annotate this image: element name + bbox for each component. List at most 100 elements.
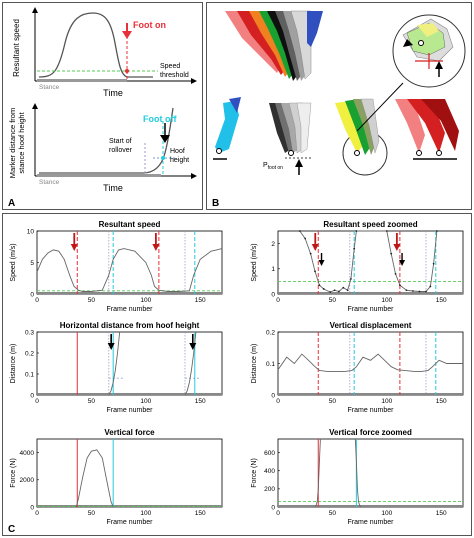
x-tick-label: 100 xyxy=(140,510,151,517)
limb-fan-top xyxy=(225,10,323,81)
y-tick-label: 2 xyxy=(271,241,275,248)
y-tick-label: 0.1 xyxy=(25,371,34,378)
chart-frame xyxy=(277,230,464,295)
y-tick-label: 400 xyxy=(264,468,275,475)
x-tick-label: 50 xyxy=(329,510,337,517)
a-bot-x-arrow-icon xyxy=(191,173,197,179)
chart-title: Resultant speed zoomed xyxy=(323,220,417,229)
x-tick-label: 0 xyxy=(276,510,280,517)
panel-b-letter: B xyxy=(212,198,219,209)
y-tick-label: 600 xyxy=(264,450,275,457)
y-tick-label: 0 xyxy=(271,504,275,511)
a-bot-foot-off-label: Foot off xyxy=(143,114,177,124)
a-bot-ylabel-2: stance hoof height xyxy=(17,111,26,173)
a-bot-ylabel-1: Marker distance from xyxy=(8,108,17,178)
stance-bar xyxy=(37,292,222,294)
stance-bar xyxy=(278,292,463,294)
chart-xlabel: Frame number xyxy=(348,306,395,313)
a-top-stance-bar xyxy=(37,79,127,82)
data-point xyxy=(346,289,349,292)
a-top-x-arrow-icon xyxy=(191,78,197,84)
chart-frame xyxy=(36,438,223,508)
chart-frame xyxy=(36,331,223,396)
y-tick-label: 1 xyxy=(271,266,275,273)
stance-bar xyxy=(278,393,463,395)
data-point xyxy=(353,247,356,250)
a-bot-xlabel: Time xyxy=(103,183,123,193)
x-tick-label: 50 xyxy=(329,297,337,304)
x-tick-label: 150 xyxy=(436,398,447,405)
foot-on-arrow-icon xyxy=(311,244,319,251)
y-tick-label: 0 xyxy=(271,291,275,298)
chart-ylabel: Distance (m) xyxy=(251,344,258,384)
chart-title: Horizontal distance from hoof height xyxy=(60,321,200,330)
limb-blue xyxy=(307,11,323,47)
y-tick-label: 0 xyxy=(271,392,275,399)
inset-marker xyxy=(418,40,424,46)
chart-xlabel: Frame number xyxy=(107,306,154,313)
a-bot-foot-off-marker xyxy=(161,156,165,160)
x-tick-label: 150 xyxy=(195,510,206,517)
foot-on-arrow-icon xyxy=(152,244,160,251)
data-trace xyxy=(108,331,121,396)
foot-on-arrow-icon xyxy=(393,244,401,251)
x-tick-label: 100 xyxy=(381,398,392,405)
data-point xyxy=(342,286,345,289)
hoof-zoom-inset xyxy=(392,14,466,88)
limb-seq-color-olive xyxy=(353,99,377,155)
chart-3: Horizontal distance from hoof height Fram… xyxy=(10,321,223,414)
data-point xyxy=(390,252,393,255)
foot-off-arrow-icon xyxy=(189,343,197,350)
data-trace xyxy=(277,353,463,372)
a-bot-hoof-label-2: height xyxy=(170,157,189,164)
chart-ylabel: Speed (m/s) xyxy=(251,243,258,281)
y-tick-label: 0.2 xyxy=(266,329,275,336)
chart-ylabel: Force (N) xyxy=(251,458,258,488)
data-point xyxy=(304,237,307,240)
a-top-threshold-label-2: threshold xyxy=(160,72,189,79)
y-tick-label: 0 xyxy=(30,504,34,511)
data-point xyxy=(435,230,438,232)
data-point xyxy=(350,277,352,280)
data-point xyxy=(432,262,435,265)
x-tick-label: 100 xyxy=(140,297,151,304)
x-tick-label: 150 xyxy=(436,297,447,304)
data-point xyxy=(418,290,421,293)
limb-seq-color xyxy=(335,82,404,176)
chart-5: Vertical force Frame number Force (N) 0 50 10… xyxy=(10,428,223,526)
y-tick-label: 2000 xyxy=(20,477,35,484)
data-point xyxy=(333,289,336,292)
limb-seq-gray-2 xyxy=(275,103,295,153)
data-point xyxy=(398,284,401,287)
x-tick-label: 50 xyxy=(88,398,96,405)
x-tick-label: 100 xyxy=(381,510,392,517)
data-trace xyxy=(75,449,114,508)
limb-seq-gray-1 xyxy=(269,103,291,153)
limb-red xyxy=(237,11,287,75)
x-tick-label: 150 xyxy=(436,510,447,517)
chart-frame xyxy=(277,438,464,508)
stance-bar xyxy=(37,393,222,395)
y-tick-label: 0.2 xyxy=(25,350,34,357)
data-point xyxy=(314,270,316,273)
limb-seq-red-dark xyxy=(421,99,459,151)
limb-seq-color-green xyxy=(345,99,373,155)
data-point xyxy=(338,290,340,293)
chart-ylabel: Force (N) xyxy=(10,458,17,488)
stance-bar xyxy=(278,505,463,507)
data-trace xyxy=(36,248,223,292)
limb-seq-color-marker xyxy=(354,150,360,156)
panel-b: Pfoot on B xyxy=(206,2,472,210)
limb-pink xyxy=(225,11,281,73)
limb-seq-gray: Pfoot on xyxy=(263,102,313,175)
panel-c-charts: Resultant speed Frame number Speed (m/s) 0 5… xyxy=(10,220,464,526)
x-tick-label: 0 xyxy=(35,510,39,517)
a-bot-rollover-label-2: rollover xyxy=(109,147,133,154)
limb-orange xyxy=(249,11,291,77)
y-tick-label: 0.1 xyxy=(266,361,275,368)
a-top-y-arrow-icon xyxy=(32,7,38,13)
a-bot-foot-off-arrow-icon xyxy=(160,135,170,143)
x-tick-label: 0 xyxy=(276,398,280,405)
inset-connector-line xyxy=(356,82,404,132)
x-tick-label: 150 xyxy=(195,297,206,304)
